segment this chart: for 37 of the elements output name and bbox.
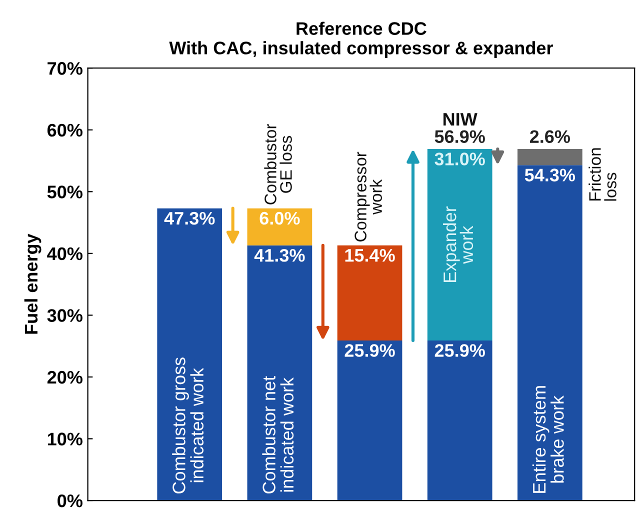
bar — [427, 340, 492, 501]
chart-title: Reference CDC With CAC, insulated compressor & expander — [169, 22, 553, 58]
data-label: 25.9% — [434, 344, 485, 357]
bar — [517, 149, 582, 166]
bar — [247, 245, 312, 501]
bar — [337, 245, 402, 341]
data-label: 6.0% — [260, 212, 300, 225]
y-tick-label: 30% — [47, 309, 82, 322]
data-label: 15.4% — [345, 249, 395, 262]
y-axis-title: Fuel energy — [24, 234, 42, 334]
data-label: 41.3% — [254, 248, 305, 262]
data-label: 54.3% — [524, 168, 576, 182]
y-tick-label: 60% — [47, 124, 82, 137]
x-tick-label: Combustor gross indicated work — [172, 358, 204, 494]
y-tick-label: 50% — [47, 186, 82, 198]
y-tick-label: 70% — [48, 62, 82, 75]
y-tick-label: 20% — [47, 370, 82, 384]
annotation: Combustor GE loss — [264, 124, 292, 204]
total-label: 56.9% — [434, 130, 485, 143]
y-tick-label: 0% — [58, 494, 82, 508]
data-label: 2.6% — [530, 130, 570, 143]
annotation: Friction loss — [588, 148, 616, 201]
bar — [157, 208, 222, 501]
data-label: 25.9% — [344, 344, 395, 357]
bar — [337, 340, 402, 501]
y-tick-label: 10% — [48, 432, 82, 446]
data-label: 31.0% — [434, 152, 485, 166]
annotation: NIW — [443, 113, 478, 126]
bar — [517, 165, 582, 501]
annotation: Expander work — [443, 206, 474, 282]
x-tick-label: Combustor net indicated work — [262, 376, 294, 494]
annotation: Compressor work — [354, 152, 382, 242]
bar — [427, 149, 492, 341]
y-tick-label: 40% — [47, 247, 82, 260]
x-tick-label: Entire system brake work — [532, 386, 564, 493]
data-label: 47.3% — [164, 212, 215, 225]
bar — [247, 208, 312, 246]
